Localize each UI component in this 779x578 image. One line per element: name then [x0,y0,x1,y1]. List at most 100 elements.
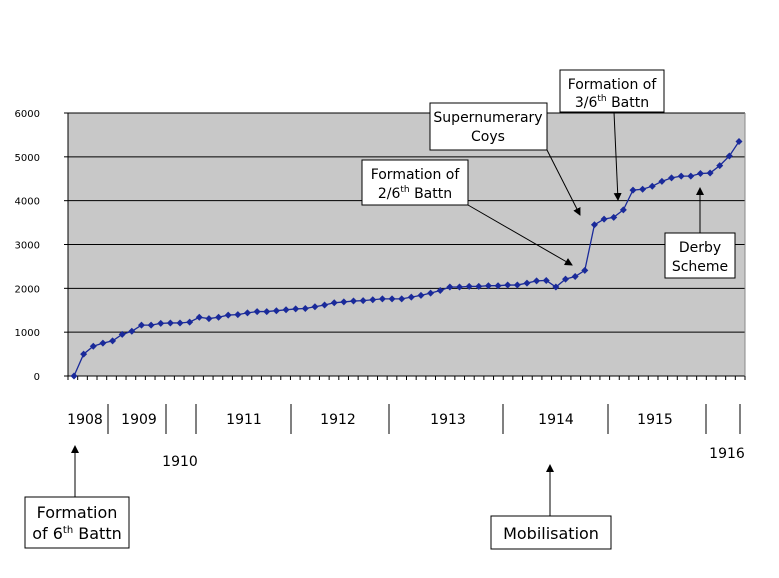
data-point [716,162,724,170]
data-point [224,311,232,319]
data-point [80,350,88,358]
data-point [359,297,367,305]
data-point [301,304,309,312]
svg-text:Formation of: Formation of [371,167,461,183]
data-point [590,221,598,229]
data-point [629,186,637,194]
data-point [388,295,396,303]
data-point [147,321,155,329]
y-tick-label: 0 [34,372,40,383]
arrow [613,111,622,201]
data-point [186,318,194,326]
data-point [648,182,656,190]
data-point [619,206,627,214]
data-point [205,315,213,323]
data-point [321,301,329,309]
year-label-1916: 1916 [709,446,745,462]
data-point [99,339,107,347]
svg-text:2/6th Battn: 2/6th Battn [378,185,452,202]
y-tick-label: 4000 [15,197,40,208]
data-point [417,291,425,299]
svg-text:Formation of: Formation of [568,77,658,93]
data-point [494,282,502,290]
y-tick-label: 2000 [15,284,40,295]
data-point [533,277,541,285]
year-label-1908: 1908 [67,412,103,428]
data-point [234,311,242,319]
data-point [687,172,695,180]
data-point [504,281,512,289]
data-point [658,177,666,185]
data-point [456,283,464,291]
data-point [369,296,377,304]
svg-text:Derby: Derby [679,240,721,256]
annotation-supernumerary: Supernumerary Coys [429,102,581,216]
data-point [109,337,117,345]
data-point [552,283,560,291]
year-label-1909: 1909 [121,412,157,428]
data-point [128,327,136,335]
arrow [467,204,573,266]
data-point [176,319,184,327]
data-point [263,308,271,316]
data-point [677,172,685,180]
data-point [340,298,348,306]
data-point [253,308,261,316]
year-label-1910: 1910 [162,454,198,470]
data-point [118,330,126,338]
svg-text:Supernumerary: Supernumerary [433,110,542,126]
data-point [610,213,618,221]
data-point [562,275,570,283]
y-tick-label: 6000 [15,109,40,120]
data-point [735,137,743,145]
data-point [427,289,435,297]
y-tick-label: 5000 [15,153,40,164]
data-point [157,319,165,327]
svg-text:Mobilisation: Mobilisation [503,524,599,543]
year-label-1911: 1911 [226,412,262,428]
data-point [243,309,251,317]
data-point [70,372,78,380]
data-point [282,306,290,314]
annotation-formation-6: Formation of 6th Battn [24,445,130,549]
svg-text:3/6th Battn: 3/6th Battn [575,94,649,111]
annotation-formation-2-6: Formation of 2/6th Battn [361,159,573,266]
data-point [523,279,531,287]
annotation-formation-3-6: Formation of 3/6th Battn [559,69,665,201]
year-label-1915: 1915 [637,412,673,428]
arrow [546,149,581,216]
annotation-mobilisation: Mobilisation [490,464,612,550]
y-tick-label: 3000 [15,241,40,252]
data-point [311,303,319,311]
data-point [484,282,492,290]
series-line [73,141,740,377]
svg-text:Scheme: Scheme [672,259,728,275]
data-point [542,276,550,284]
data-point [215,313,223,321]
data-point [475,282,483,290]
data-point [446,283,454,291]
data-point [292,305,300,313]
data-point [600,215,608,223]
data-point [436,287,444,295]
data-point [166,319,174,327]
data-point [706,169,714,177]
data-point [407,293,415,301]
data-point [398,295,406,303]
data-point [89,342,97,350]
data-point [272,307,280,315]
year-label-1912: 1912 [320,412,356,428]
svg-text:Formation: Formation [37,503,118,522]
data-point [639,185,647,193]
data-point [137,321,145,329]
data-point [696,169,704,177]
svg-text:Coys: Coys [471,129,505,145]
data-point [725,152,733,160]
data-point [195,313,203,321]
data-point [513,281,521,289]
svg-text:of 6th Battn: of 6th Battn [32,524,122,543]
data-point [465,282,473,290]
data-point [581,266,589,274]
year-label-1914: 1914 [538,412,574,428]
